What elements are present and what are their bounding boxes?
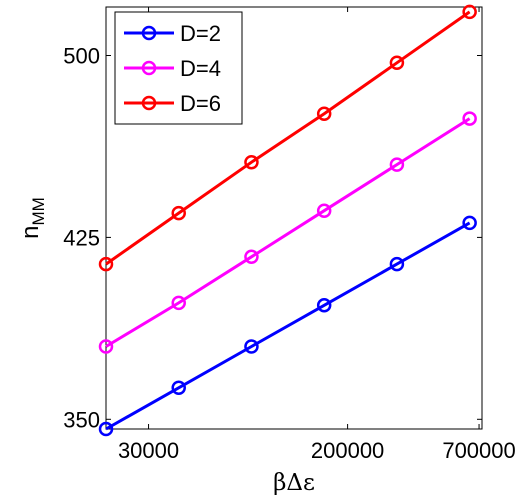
data-point	[244, 154, 259, 170]
data-point	[98, 256, 114, 272]
x-tick-label: 30000	[118, 438, 179, 463]
data-point	[389, 256, 405, 272]
legend-swatch-marker	[141, 25, 157, 41]
series-line	[105, 221, 471, 431]
data-point	[462, 215, 477, 231]
data-point	[389, 157, 405, 172]
y-axis-title-subscript: MM	[29, 197, 48, 225]
data-point	[98, 421, 114, 437]
data-point	[171, 205, 186, 221]
series-d-6	[98, 4, 477, 272]
series-d-4	[98, 111, 477, 354]
data-point	[316, 106, 332, 121]
legend-swatch-marker	[141, 60, 157, 76]
data-point	[171, 295, 186, 311]
legend-entry: D=2	[124, 21, 221, 46]
x-tick-label: 200000	[311, 438, 384, 463]
data-point	[462, 4, 477, 20]
x-axis-title: βΔε	[273, 470, 315, 496]
x-axis-ticks: 30000 200000 700000	[118, 7, 516, 463]
y-tick-label: 425	[63, 225, 100, 250]
y-tick-label: 350	[63, 407, 100, 432]
y-axis-title-main: n	[17, 225, 44, 238]
data-point	[462, 111, 477, 126]
series-line	[105, 117, 471, 348]
data-point	[316, 203, 332, 218]
legend: D=2 D=4 D=6	[114, 11, 243, 125]
legend-label: D=4	[180, 56, 221, 81]
y-tick-label: 500	[63, 44, 100, 69]
y-axis-title: nMM	[17, 197, 48, 239]
data-point	[98, 339, 114, 354]
series-layer	[98, 4, 477, 437]
data-point	[316, 298, 332, 313]
legend-label: D=6	[180, 91, 221, 116]
data-point	[171, 380, 186, 396]
legend-swatch-marker	[141, 95, 157, 111]
series-line	[105, 10, 471, 266]
data-point	[244, 249, 259, 265]
data-point	[244, 339, 259, 354]
y-axis-ticks: 350 425 500	[63, 44, 482, 432]
x-tick-label: 700000	[442, 438, 515, 463]
legend-entry: D=4	[124, 56, 221, 81]
svg-text:nMM: nMM	[17, 197, 48, 239]
series-d-2	[98, 215, 477, 437]
data-point	[389, 55, 405, 71]
legend-label: D=2	[180, 21, 221, 46]
legend-entry: D=6	[124, 91, 221, 116]
